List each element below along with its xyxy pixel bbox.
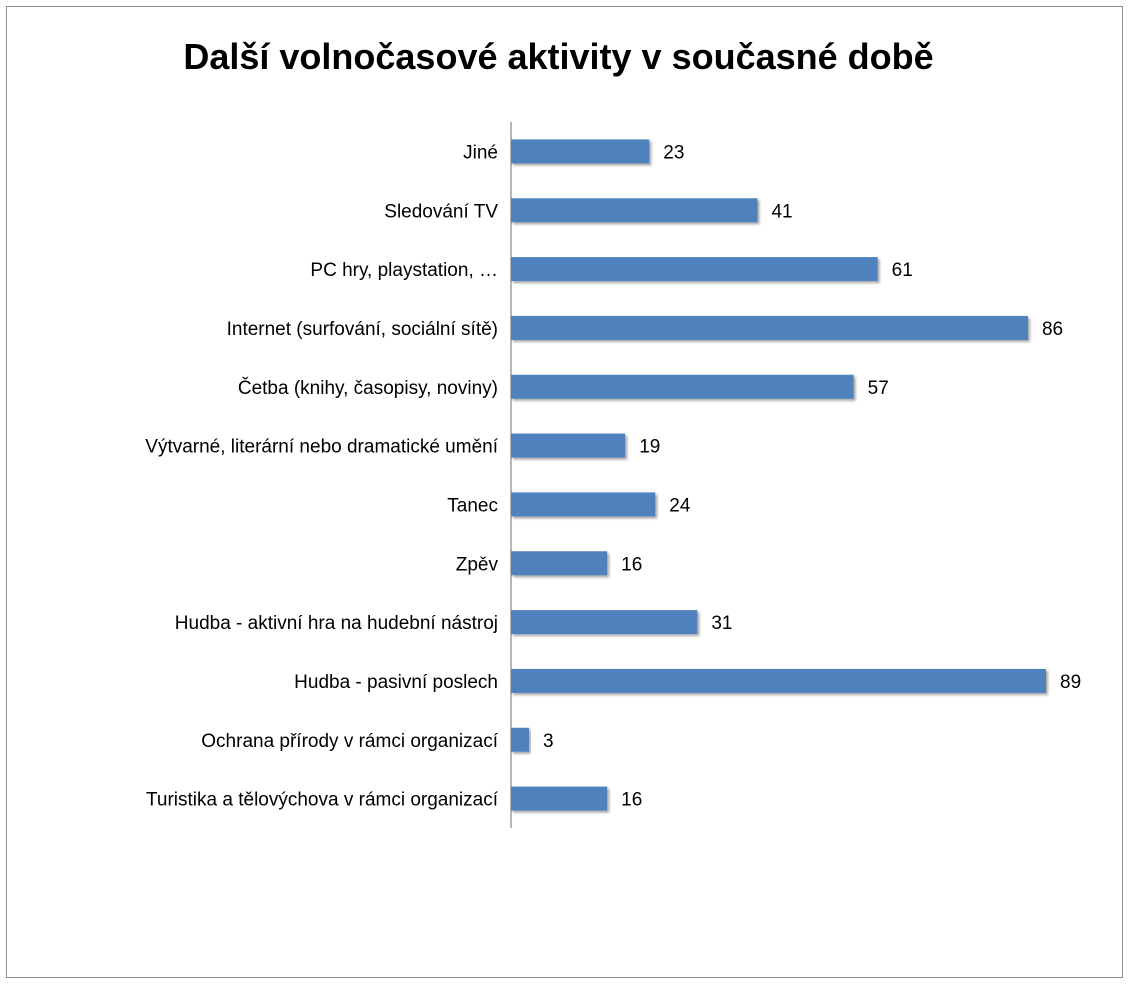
bar [511,433,626,458]
value-label: 31 [711,613,732,634]
value-label: 61 [892,260,913,281]
bar [511,610,698,635]
value-label: 41 [771,201,792,222]
category-label: Turistika a tělovýchova v rámci organiza… [146,790,499,811]
bar [511,727,530,752]
bar [511,492,656,517]
bar [511,374,854,399]
category-label: Tanec [447,495,498,516]
value-label: 57 [868,378,889,399]
bar [511,786,608,811]
value-label: 23 [663,142,684,163]
category-label: Sledování TV [384,201,498,222]
bar [511,551,608,576]
value-label: 89 [1060,672,1081,693]
value-label: 19 [639,437,660,458]
category-label: Hudba - aktivní hra na hudební nástroj [175,613,498,634]
category-label: Hudba - pasivní poslech [294,672,498,693]
category-label: PC hry, playstation, … [310,260,498,281]
value-label: 24 [669,495,691,516]
category-label: Ochrana přírody v rámci organizací [201,731,498,752]
category-label: Výtvarné, literární nebo dramatické uměn… [145,437,498,458]
chart-title: Další volnočasové aktivity v současné do… [183,36,934,77]
value-label: 3 [543,731,554,752]
category-label: Internet (surfování, sociální sítě) [227,319,498,340]
bar [511,257,878,282]
bar [511,315,1028,340]
category-label: Četba (knihy, časopisy, noviny) [238,377,498,399]
bar [511,668,1046,693]
chart-frame [6,6,1123,978]
bar [511,139,650,164]
category-label: Zpěv [456,554,499,575]
value-label: 86 [1042,319,1063,340]
value-label: 16 [621,790,642,811]
value-label: 16 [621,554,642,575]
bar [511,198,758,223]
category-label: Jiné [463,142,498,163]
